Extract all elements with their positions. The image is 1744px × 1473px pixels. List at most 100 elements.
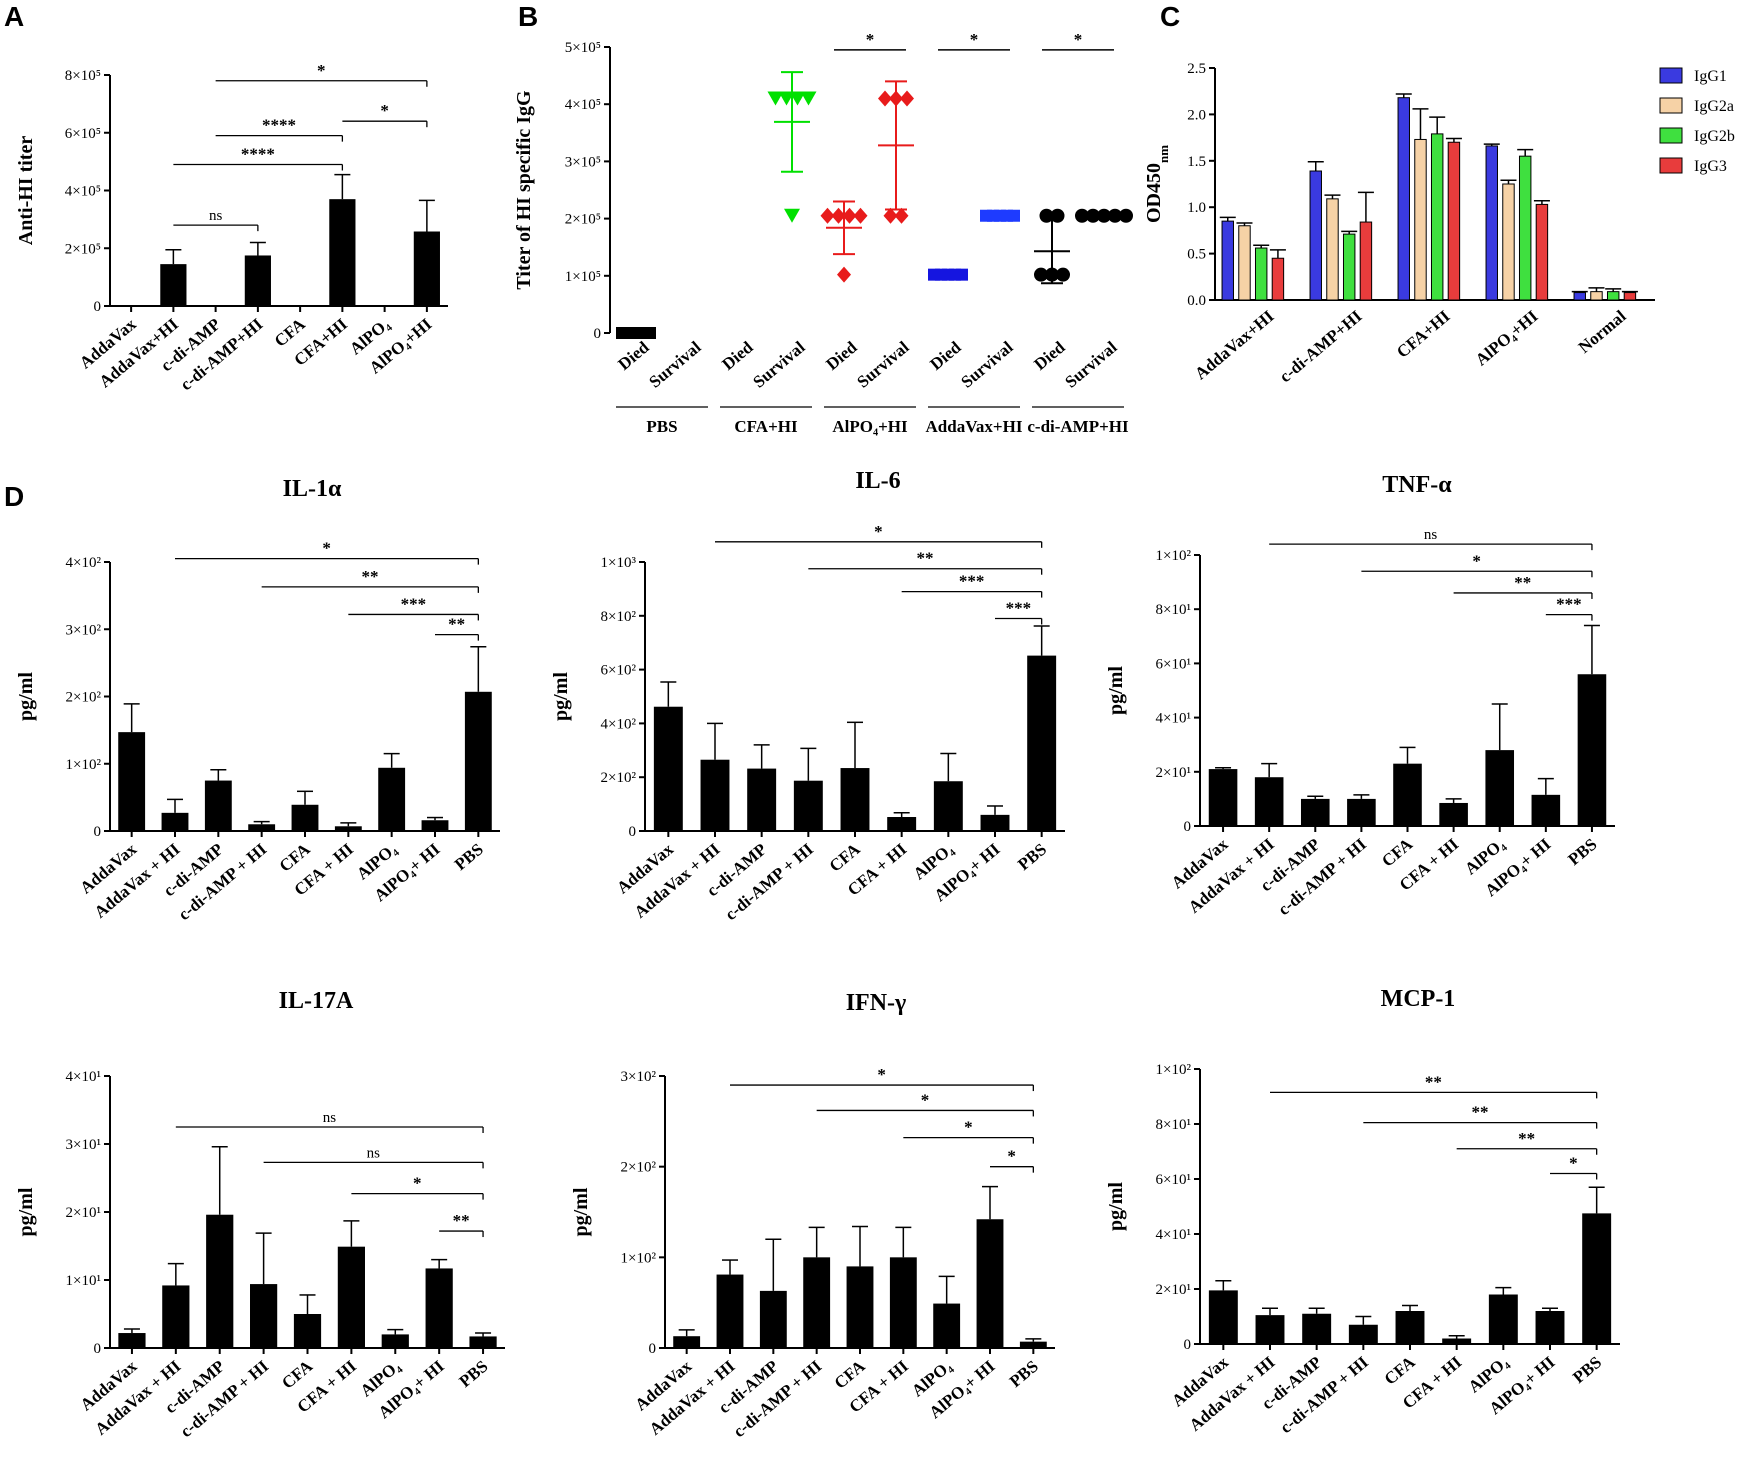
chart-b-point <box>644 327 656 339</box>
chart-b-y-tick-label: 2×10⁵ <box>565 212 601 228</box>
chart-d4-bar <box>293 1314 322 1348</box>
chart-a-significance-label: * <box>317 61 326 80</box>
chart-c-bar <box>1221 220 1234 301</box>
chart-b-point <box>883 207 898 224</box>
chart-d5-significance-label: * <box>877 1065 886 1084</box>
chart-c-legend-label: IgG1 <box>1694 68 1727 85</box>
chart-d1-y-tick-label: 1×10² <box>66 757 102 773</box>
chart-d2-y-tick-label: 6×10² <box>601 663 637 679</box>
chart-c-legend-label: IgG2b <box>1694 128 1735 145</box>
chart-d4-bar <box>250 1284 278 1348</box>
chart-d1-significance-label: * <box>322 539 331 558</box>
chart-c-legend-label: IgG3 <box>1694 158 1727 175</box>
chart-d6-bar <box>1302 1313 1332 1344</box>
chart-c-bar <box>1397 97 1410 301</box>
chart-b-y-axis-label: Titer of HI specific IgG <box>513 90 535 290</box>
chart-d3-bar <box>1254 777 1284 826</box>
panel-label-d: D <box>4 481 24 512</box>
chart-c-legend-label: IgG2a <box>1694 98 1734 115</box>
chart-b-significance-label: * <box>970 30 979 49</box>
chart-d3-bar <box>1347 798 1376 826</box>
chart-d3-bar <box>1393 763 1422 826</box>
chart-d1-bar <box>378 767 406 831</box>
chart-d2-y-axis-label: pg/ml <box>550 672 572 721</box>
chart-c-x-tick-label: Normal <box>1575 306 1630 357</box>
chart-c-bar <box>1326 198 1339 301</box>
chart-d2-bar <box>980 814 1010 831</box>
chart-d6-y-tick-label: 6×10¹ <box>1156 1172 1191 1188</box>
chart-d6-bar <box>1255 1315 1285 1344</box>
chart-c-bar <box>1342 233 1356 301</box>
chart-d6-x-tick-label: PBS <box>1569 1353 1605 1388</box>
chart-d3-bar <box>1485 750 1515 826</box>
chart-b-point <box>894 207 909 224</box>
chart-b-y-tick-label: 5×10⁵ <box>565 40 601 56</box>
chart-b-point <box>784 208 800 223</box>
chart-d1-bar <box>334 826 362 831</box>
chart-d5-y-tick-label: 2×10² <box>621 1160 657 1176</box>
chart-c-bar <box>1414 138 1427 301</box>
chart-b-point <box>820 207 835 224</box>
chart-d2-bar <box>653 706 683 831</box>
chart-d5-significance-label: * <box>964 1118 973 1137</box>
chart-d6-y-tick-label: 8×10¹ <box>1156 1117 1191 1133</box>
chart-d5-bar <box>716 1274 744 1348</box>
chart-a-y-tick-label: 2×10⁵ <box>65 241 101 257</box>
chart-d3-y-tick-label: 6×10¹ <box>1156 656 1191 672</box>
chart-d1-bar <box>464 691 492 831</box>
chart-d5-x-tick-label: PBS <box>1006 1357 1042 1392</box>
chart-d3-x-tick-label: CFA <box>1378 834 1417 871</box>
chart-d4-y-axis-label: pg/ml <box>15 1187 37 1236</box>
chart-b-x-tick-label: Died <box>822 337 861 374</box>
chart-b-group-label: AlPO₄+HI <box>832 417 908 436</box>
chart-b-point <box>1008 209 1020 222</box>
chart-d2-x-tick-label: PBS <box>1014 840 1050 875</box>
chart-b-point <box>956 268 968 281</box>
chart-d1-significance-label: ** <box>448 615 465 634</box>
chart-b-group-label: AddaVax+HI <box>926 417 1023 436</box>
chart-d3-y-tick-label: 8×10¹ <box>1156 602 1191 618</box>
chart-d5-significance-label: * <box>1007 1147 1016 1166</box>
chart-d3-y-tick-label: 0 <box>1184 819 1192 835</box>
chart-d1-bar <box>161 812 189 831</box>
chart-c-y-tick-label: 0.0 <box>1187 293 1206 309</box>
chart-d5-y-tick-label: 3×10² <box>621 1069 657 1085</box>
chart-d2-significance-label: ** <box>917 549 934 568</box>
chart-c-bar <box>1518 155 1532 301</box>
chart-b-y-tick-label: 1×10⁵ <box>565 269 601 285</box>
chart-a-y-tick-label: 0 <box>94 299 102 315</box>
chart-c-legend-swatch <box>1659 157 1683 174</box>
chart-b-point <box>789 91 806 106</box>
chart-c-bar <box>1430 133 1444 301</box>
chart-c-legend-swatch <box>1659 67 1683 84</box>
chart-d4-significance-label: ns <box>367 1145 381 1161</box>
chart-d1-x-tick-label: PBS <box>451 840 487 875</box>
chart-d2-title: IL-6 <box>855 468 900 494</box>
chart-c-bar <box>1447 141 1461 301</box>
chart-c-x-tick-label: CFA+HI <box>1393 306 1454 361</box>
chart-b-significance-label: * <box>1074 30 1083 49</box>
chart-b-point <box>1034 267 1048 282</box>
chart-b-point <box>842 207 857 224</box>
chart-d2-y-tick-label: 1×10³ <box>601 555 637 571</box>
chart-d5-bar <box>803 1257 831 1348</box>
chart-d2-y-tick-label: 4×10² <box>601 716 637 732</box>
chart-a-significance-label: **** <box>241 145 275 164</box>
chart-c-y-tick-label: 2.0 <box>1187 107 1206 123</box>
chart-d3-y-tick-label: 2×10¹ <box>1156 765 1191 781</box>
chart-d4-bar <box>381 1334 409 1348</box>
chart-b-y-tick-label: 4×10⁵ <box>565 97 601 113</box>
chart-c-bar <box>1309 170 1322 301</box>
chart-c-bar <box>1623 292 1637 301</box>
chart-d4-y-tick-label: 0 <box>94 1341 102 1357</box>
chart-d5-bar <box>933 1303 961 1348</box>
chart-d2-y-tick-label: 2×10² <box>601 770 637 786</box>
chart-d4-x-tick-label: PBS <box>456 1357 492 1392</box>
chart-d6-bar <box>1208 1290 1238 1344</box>
chart-d6-bar <box>1582 1213 1612 1344</box>
chart-d1-bar <box>204 780 232 831</box>
chart-c-y-axis-label-sub: nm <box>1156 145 1171 163</box>
chart-d1-bar <box>248 824 276 831</box>
chart-b-x-tick-label: Survival <box>853 337 912 391</box>
chart-a-y-tick-label: 6×10⁵ <box>65 126 101 142</box>
